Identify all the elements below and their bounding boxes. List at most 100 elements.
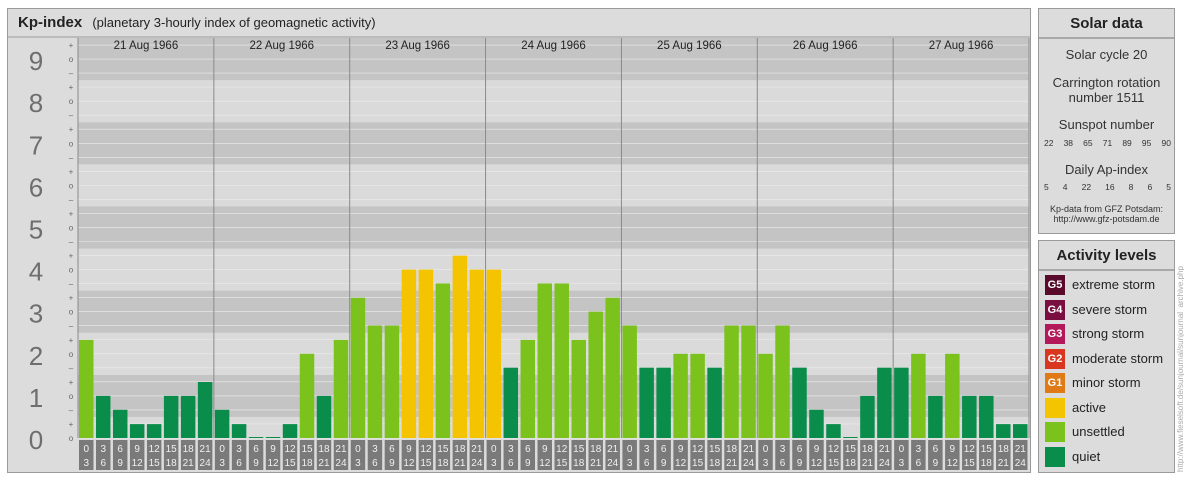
interval-box [809,440,824,470]
y-minor-label: o [69,392,74,401]
kp-bar [265,437,281,438]
interval-start: 6 [933,444,939,455]
interval-box [180,440,196,470]
interval-box [554,440,569,470]
ytick-column [8,38,60,471]
interval-start: 21 [200,444,212,455]
level-swatch [1045,397,1065,418]
interval-box [639,440,654,470]
y-minor-label: o [69,181,74,190]
interval-end: 12 [267,458,279,469]
interval-start: 12 [692,444,704,455]
interval-box [860,440,875,470]
interval-box [316,440,332,470]
interval-end: 3 [219,458,225,469]
source-link[interactable]: http://www.gfz-potsdam.de [1053,214,1160,224]
interval-box [775,440,790,470]
interval-start: 0 [83,444,89,455]
kp-bar [826,424,841,438]
interval-start: 0 [491,444,497,455]
level-label: minor storm [1072,375,1141,390]
sunspot-value: 38 [1063,138,1074,148]
interval-start: 21 [879,444,891,455]
kp-bar [554,283,569,438]
kp-bar [588,311,603,438]
sunspot-value: 90 [1161,138,1171,148]
y-minor-label: – [69,280,74,289]
kp-bar [418,269,434,438]
carrington-line1: Carrington rotation [1052,75,1161,90]
interval-start: 15 [301,444,313,455]
y-minor-label: – [69,238,74,247]
interval-start: 21 [743,444,755,455]
interval-box [435,440,451,470]
interval-start: 0 [219,444,225,455]
interval-start: 9 [950,444,956,455]
sunspot-value: 89 [1122,138,1132,148]
credit-url: http://www.fieselsoft.de/sunjournal/sunj… [1176,266,1184,472]
y-minor-label: o [69,266,74,275]
interval-box [996,440,1011,470]
interval-box [469,440,485,470]
interval-end: 9 [933,458,939,469]
interval-start: 9 [814,444,820,455]
interval-box [605,440,620,470]
level-label: strong storm [1072,326,1145,341]
ap-value: 4 [1062,182,1068,192]
y-minor-label: + [69,167,74,176]
interval-box [282,440,298,470]
level-swatch: G1 [1045,373,1065,393]
level-swatch [1045,422,1065,442]
interval-end: 21 [454,458,466,469]
interval-end: 3 [627,458,633,469]
interval-end: 21 [183,458,195,469]
kp-bar [95,395,111,438]
y-minor-label: + [69,420,74,429]
kp-bar [231,424,247,438]
kp-bar [741,325,756,438]
interval-end: 18 [981,458,993,469]
level-label: quiet [1072,448,1101,464]
interval-end: 9 [797,458,803,469]
interval-start: 12 [556,444,568,455]
interval-end: 6 [236,458,242,469]
y-tick-label: 9 [29,46,43,76]
interval-start: 3 [236,444,242,455]
y-minor-label: – [69,111,74,120]
interval-end: 3 [83,458,89,469]
interval-end: 12 [947,458,959,469]
interval-start: 9 [134,444,140,455]
interval-end: 3 [355,458,361,469]
kp-bar [894,367,909,438]
interval-end: 3 [899,458,905,469]
interval-box [95,440,111,470]
interval-end: 6 [372,458,378,469]
interval-start: 6 [797,444,803,455]
interval-end: 6 [100,458,106,469]
kp-bar [197,382,213,438]
interval-end: 9 [389,458,395,469]
kp-bar [707,367,722,438]
interval-box [248,440,264,470]
interval-box [707,440,722,470]
y-minor-label: – [69,69,74,78]
interval-box [112,440,128,470]
level-unsettled: unsettled [1045,422,1173,442]
kp-bar [605,297,620,438]
y-minor-label: + [69,83,74,92]
day-label: 27 Aug 1966 [929,40,994,52]
interval-start: 9 [678,444,684,455]
y-minor-label: + [69,294,74,303]
kp-bar [775,325,790,438]
kp-bar [316,395,332,438]
interval-start: 15 [709,444,721,455]
level-active: active [1045,397,1173,418]
kp-bar [435,283,451,438]
interval-start: 18 [318,444,330,455]
kp-bar [656,367,671,438]
chart-subtitle: (planetary 3-hourly index of geomagnetic… [92,15,376,30]
interval-start: 18 [590,444,602,455]
kp-bar [214,409,230,438]
y-minor-label: o [69,434,74,443]
interval-box [146,440,162,470]
